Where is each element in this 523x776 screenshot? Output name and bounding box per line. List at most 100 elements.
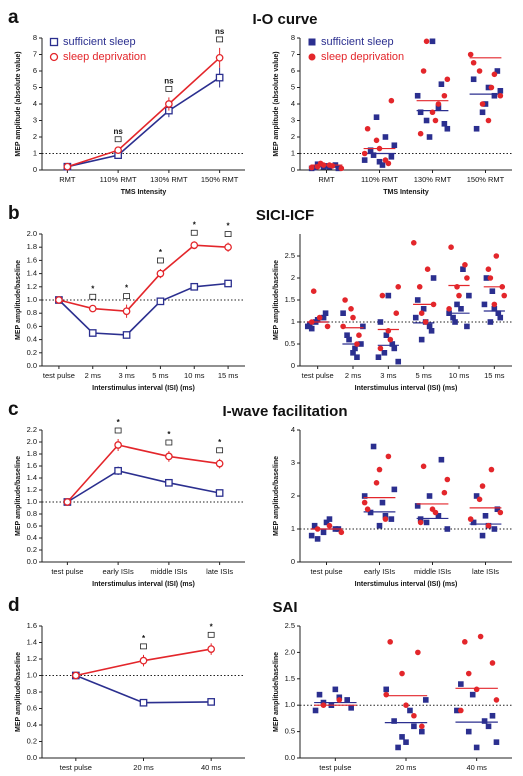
marker: [420, 68, 427, 74]
marker: [114, 441, 122, 449]
marker: [344, 697, 351, 703]
marker: [361, 493, 368, 499]
marker: [403, 702, 409, 708]
marker: [465, 728, 472, 735]
marker: [485, 84, 492, 91]
y-tick-label: 0.5: [285, 727, 295, 736]
y-tick-label: 2.0: [285, 647, 295, 656]
marker: [424, 266, 431, 273]
marker: [456, 292, 462, 299]
marker: [470, 519, 477, 526]
x-tick-label: 130% RMT: [150, 175, 188, 184]
sig-label: *: [159, 248, 163, 257]
marker: [316, 314, 323, 321]
y-tick-label: 0.4: [27, 720, 37, 729]
x-tick-label: middle ISIs: [414, 567, 451, 576]
marker: [314, 317, 321, 323]
y-tick-label: 0.8: [27, 687, 37, 696]
marker: [426, 134, 433, 140]
marker: [418, 310, 425, 317]
marker: [376, 158, 383, 165]
sig-label: ns: [215, 27, 225, 36]
y-tick-label: 0.6: [27, 321, 37, 330]
marker: [354, 341, 360, 347]
y-tick-label: 1.6: [27, 621, 37, 630]
sig-label: *: [91, 284, 95, 293]
marker: [342, 297, 348, 303]
marker: [489, 288, 496, 294]
marker: [491, 71, 498, 78]
marker: [391, 486, 398, 493]
marker: [432, 117, 439, 124]
marker: [88, 329, 97, 337]
marker: [479, 109, 486, 116]
marker: [389, 341, 396, 347]
marker: [385, 328, 392, 334]
sig-label: *: [142, 634, 146, 643]
marker: [379, 292, 386, 299]
x-tick-label: 15 ms: [484, 371, 505, 380]
marker: [326, 516, 333, 522]
marker: [360, 323, 366, 330]
series-line: [75, 674, 212, 704]
marker: [435, 101, 442, 107]
marker: [388, 516, 395, 522]
y-axis-label: MEP amplitude/baseline: [15, 260, 22, 340]
marker: [364, 125, 371, 132]
marker: [470, 76, 477, 83]
marker: [373, 137, 380, 144]
marker: [376, 522, 383, 529]
sig-label: *: [193, 220, 197, 229]
sig-bracket: [165, 86, 173, 92]
marker: [308, 532, 315, 539]
sig-label: *: [167, 430, 171, 439]
marker: [388, 154, 395, 160]
marker: [473, 493, 480, 499]
marker: [444, 125, 451, 132]
marker: [215, 459, 224, 468]
marker: [458, 681, 464, 687]
marker: [308, 53, 316, 61]
marker: [55, 296, 63, 304]
marker: [403, 739, 409, 745]
y-tick-label: 6: [291, 66, 295, 75]
marker: [114, 466, 122, 475]
x-tick-label: 2 ms: [345, 371, 362, 380]
marker: [494, 68, 501, 74]
marker: [320, 314, 327, 321]
y-tick-label: 3: [291, 458, 295, 467]
x-tick-label: 130% RMT: [414, 175, 452, 184]
y-tick-label: 0.0: [285, 753, 295, 762]
marker: [426, 493, 433, 499]
marker: [485, 723, 492, 730]
marker: [438, 456, 445, 463]
marker: [306, 321, 313, 327]
marker: [224, 243, 232, 252]
marker: [497, 509, 504, 516]
marker: [156, 297, 165, 306]
marker: [326, 522, 333, 529]
marker: [491, 301, 498, 308]
series-line: [67, 57, 221, 168]
marker: [190, 282, 199, 291]
marker: [487, 319, 494, 325]
y-tick-label: 1.5: [285, 674, 295, 683]
x-tick-label: test pulse: [43, 371, 75, 380]
x-tick-label: 110% RMT: [361, 175, 398, 184]
marker: [379, 499, 386, 506]
marker: [485, 266, 492, 273]
y-tick-label: 0.6: [27, 521, 37, 530]
y-tick-label: 1.2: [27, 282, 37, 291]
x-tick-label: RMT: [59, 175, 76, 184]
x-tick-label: 5 ms: [416, 371, 433, 380]
marker: [350, 314, 356, 321]
y-tick-label: 0.8: [27, 509, 37, 518]
marker: [491, 306, 498, 312]
y-tick-label: 2: [291, 491, 295, 500]
marker: [469, 691, 476, 698]
marker: [122, 307, 131, 316]
marker: [430, 275, 437, 281]
marker: [419, 728, 425, 735]
marker: [370, 443, 377, 450]
series-line: [58, 282, 229, 336]
